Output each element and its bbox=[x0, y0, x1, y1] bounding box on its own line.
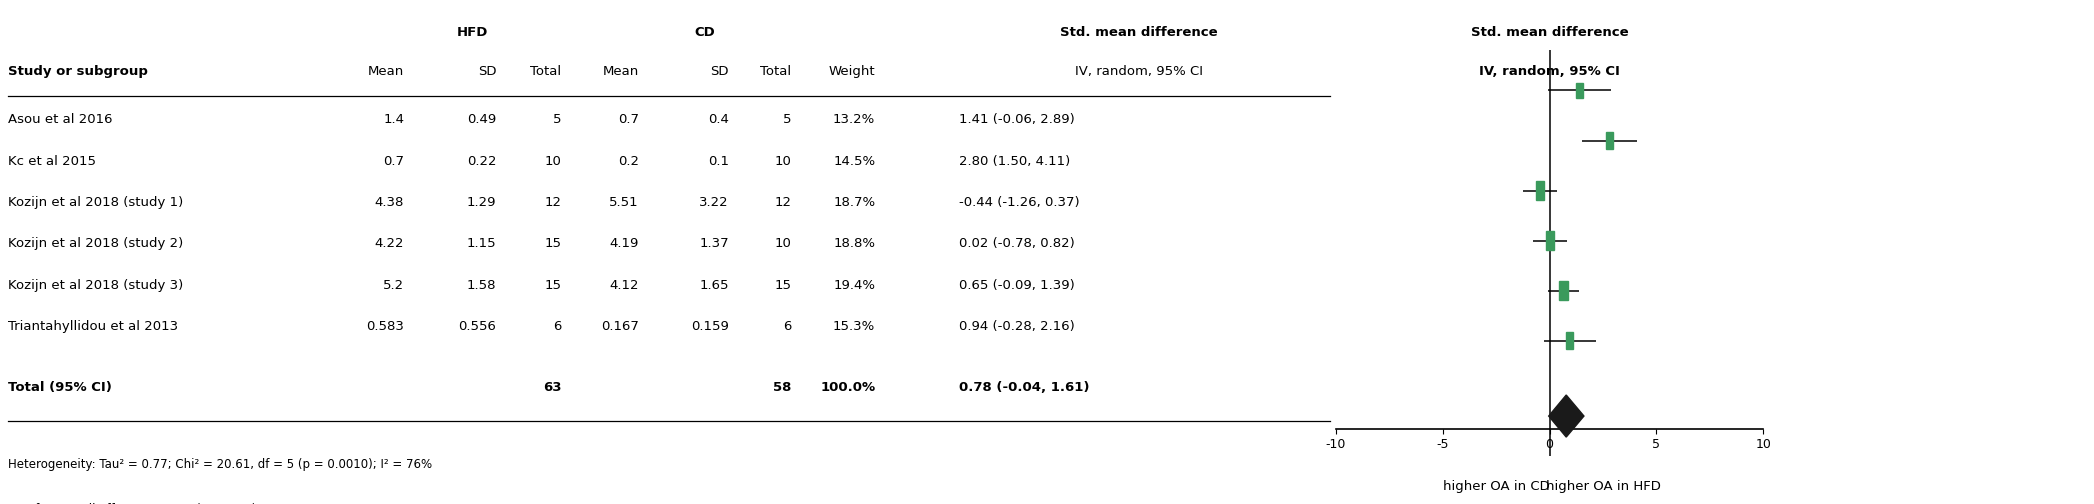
Bar bbox=[1566, 333, 1573, 349]
Text: 10: 10 bbox=[775, 155, 792, 168]
Text: Std. mean difference: Std. mean difference bbox=[1060, 26, 1219, 39]
Text: 1.15: 1.15 bbox=[467, 237, 496, 250]
Text: 5: 5 bbox=[783, 113, 792, 127]
Text: 1.65: 1.65 bbox=[699, 279, 729, 292]
Text: Mean: Mean bbox=[369, 65, 404, 78]
Text: 18.7%: 18.7% bbox=[833, 196, 875, 209]
Text: Mean: Mean bbox=[603, 65, 639, 78]
Text: 6: 6 bbox=[553, 320, 561, 333]
Text: Kozijn et al 2018 (study 3): Kozijn et al 2018 (study 3) bbox=[8, 279, 184, 292]
Bar bbox=[1577, 83, 1583, 98]
Text: higher OA in CD: higher OA in CD bbox=[1443, 480, 1550, 493]
Text: 0.02 (-0.78, 0.82): 0.02 (-0.78, 0.82) bbox=[959, 237, 1074, 250]
Text: 5.51: 5.51 bbox=[609, 196, 639, 209]
Text: 6: 6 bbox=[783, 320, 792, 333]
Text: 0.4: 0.4 bbox=[708, 113, 729, 127]
Text: 5.2: 5.2 bbox=[383, 279, 404, 292]
Bar bbox=[1606, 133, 1612, 149]
Text: 1.37: 1.37 bbox=[699, 237, 729, 250]
Text: 0.22: 0.22 bbox=[467, 155, 496, 168]
Text: Total: Total bbox=[530, 65, 561, 78]
Text: Test for overall effect: Z = 1.87 (p = 0.06): Test for overall effect: Z = 1.87 (p = 0… bbox=[8, 503, 258, 504]
Text: 63: 63 bbox=[542, 381, 561, 394]
Text: 1.41 (-0.06, 2.89): 1.41 (-0.06, 2.89) bbox=[959, 113, 1074, 127]
Text: 100.0%: 100.0% bbox=[821, 381, 875, 394]
Text: CD: CD bbox=[695, 26, 714, 39]
Text: SD: SD bbox=[477, 65, 496, 78]
Text: SD: SD bbox=[710, 65, 729, 78]
Text: 15.3%: 15.3% bbox=[833, 320, 875, 333]
Text: 4.19: 4.19 bbox=[609, 237, 639, 250]
Text: Kozijn et al 2018 (study 2): Kozijn et al 2018 (study 2) bbox=[8, 237, 184, 250]
Text: 19.4%: 19.4% bbox=[833, 279, 875, 292]
Text: IV, random, 95% CI: IV, random, 95% CI bbox=[1478, 65, 1621, 78]
Text: Study or subgroup: Study or subgroup bbox=[8, 65, 149, 78]
Text: HFD: HFD bbox=[456, 26, 488, 39]
Text: 2.80 (1.50, 4.11): 2.80 (1.50, 4.11) bbox=[959, 155, 1070, 168]
Text: 4.12: 4.12 bbox=[609, 279, 639, 292]
Text: 0.556: 0.556 bbox=[459, 320, 496, 333]
Text: 0.65 (-0.09, 1.39): 0.65 (-0.09, 1.39) bbox=[959, 279, 1074, 292]
Text: 0.1: 0.1 bbox=[708, 155, 729, 168]
Text: Weight: Weight bbox=[829, 65, 875, 78]
Text: 1.29: 1.29 bbox=[467, 196, 496, 209]
Text: Std. mean difference: Std. mean difference bbox=[1470, 26, 1629, 39]
Text: -0.44 (-1.26, 0.37): -0.44 (-1.26, 0.37) bbox=[959, 196, 1081, 209]
Text: Asou et al 2016: Asou et al 2016 bbox=[8, 113, 113, 127]
Text: 13.2%: 13.2% bbox=[833, 113, 875, 127]
Text: 0.583: 0.583 bbox=[366, 320, 404, 333]
Text: 0.7: 0.7 bbox=[618, 113, 639, 127]
Text: Triantahyllidou et al 2013: Triantahyllidou et al 2013 bbox=[8, 320, 178, 333]
Text: Heterogeneity: Tau² = 0.77; Chi² = 20.61, df = 5 (p = 0.0010); I² = 76%: Heterogeneity: Tau² = 0.77; Chi² = 20.61… bbox=[8, 458, 433, 471]
Text: 0.2: 0.2 bbox=[618, 155, 639, 168]
Bar bbox=[1537, 181, 1543, 200]
Text: 0.94 (-0.28, 2.16): 0.94 (-0.28, 2.16) bbox=[959, 320, 1074, 333]
Text: Total (95% CI): Total (95% CI) bbox=[8, 381, 113, 394]
Text: 15: 15 bbox=[544, 237, 561, 250]
Text: 15: 15 bbox=[775, 279, 792, 292]
Text: 0.7: 0.7 bbox=[383, 155, 404, 168]
Text: 14.5%: 14.5% bbox=[833, 155, 875, 168]
Text: 0.167: 0.167 bbox=[601, 320, 639, 333]
Text: 1.58: 1.58 bbox=[467, 279, 496, 292]
Bar bbox=[1545, 231, 1554, 250]
Text: 4.38: 4.38 bbox=[375, 196, 404, 209]
Text: 15: 15 bbox=[544, 279, 561, 292]
Text: 0.159: 0.159 bbox=[691, 320, 729, 333]
Text: 58: 58 bbox=[773, 381, 792, 394]
Text: 0.49: 0.49 bbox=[467, 113, 496, 127]
Text: 12: 12 bbox=[775, 196, 792, 209]
Text: Kozijn et al 2018 (study 1): Kozijn et al 2018 (study 1) bbox=[8, 196, 184, 209]
Text: Kc et al 2015: Kc et al 2015 bbox=[8, 155, 96, 168]
Bar bbox=[1560, 281, 1568, 300]
Text: 10: 10 bbox=[544, 155, 561, 168]
Text: 4.22: 4.22 bbox=[375, 237, 404, 250]
Text: 3.22: 3.22 bbox=[699, 196, 729, 209]
Text: 18.8%: 18.8% bbox=[833, 237, 875, 250]
Text: 5: 5 bbox=[553, 113, 561, 127]
Text: Total: Total bbox=[760, 65, 792, 78]
Text: 0.78 (-0.04, 1.61): 0.78 (-0.04, 1.61) bbox=[959, 381, 1089, 394]
Polygon shape bbox=[1550, 395, 1583, 437]
Text: higher OA in HFD: higher OA in HFD bbox=[1545, 480, 1661, 493]
Text: 12: 12 bbox=[544, 196, 561, 209]
Text: 1.4: 1.4 bbox=[383, 113, 404, 127]
Text: IV, random, 95% CI: IV, random, 95% CI bbox=[1074, 65, 1204, 78]
Text: 10: 10 bbox=[775, 237, 792, 250]
